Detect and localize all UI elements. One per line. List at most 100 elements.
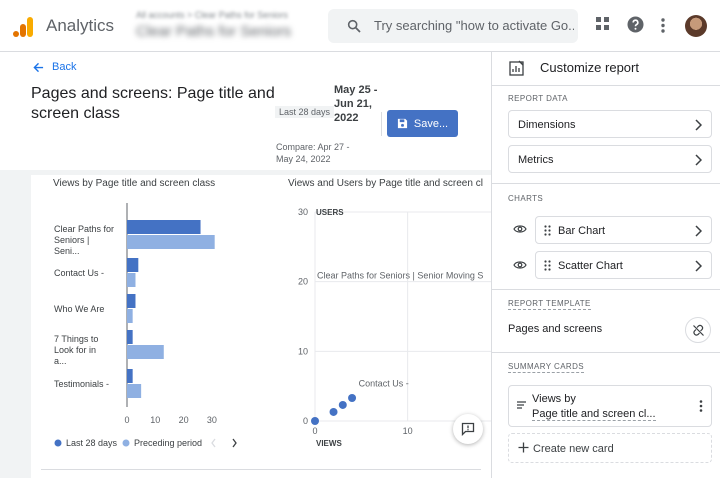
- point-annotation: Contact Us -: [359, 379, 409, 389]
- create-new-card-button[interactable]: Create new card: [508, 433, 712, 463]
- plus-icon: [518, 442, 529, 453]
- bar-category-label: 7 Things to Look for in a...: [54, 334, 98, 366]
- chart-item-bar-chart[interactable]: Bar Chart: [535, 216, 712, 244]
- bar: [127, 384, 142, 398]
- link-off-icon: [692, 324, 704, 336]
- chevron-right-icon: [232, 438, 237, 448]
- metrics-label: Metrics: [518, 154, 554, 166]
- legend-label: Last 28 days: [66, 438, 118, 448]
- eye-icon[interactable]: [513, 224, 527, 234]
- chevron-right-icon: [695, 119, 702, 131]
- bar-category-label-line: 7 Things to: [54, 334, 98, 344]
- compare-range: Compare: Apr 27 - May 24, 2022: [276, 142, 350, 164]
- charts-card: Views by Page title and screen class Vie…: [31, 175, 491, 478]
- more-vert-icon[interactable]: [699, 400, 703, 412]
- bar: [127, 294, 136, 308]
- arrow-back-icon: [33, 62, 44, 72]
- analytics-logo-icon[interactable]: [12, 16, 34, 38]
- search-input[interactable]: [374, 18, 574, 33]
- legend-label: Preceding period: [134, 438, 202, 448]
- panel-header: Customize report: [492, 52, 720, 86]
- summary-card[interactable]: Views by Page title and screen cl...: [508, 385, 712, 427]
- x-axis-label: VIEWS: [316, 439, 342, 448]
- save-button[interactable]: Save...: [387, 110, 458, 137]
- bar-category-label-line: Look for in: [54, 345, 96, 355]
- y-tick-label: 20: [298, 277, 308, 287]
- bar-category-label-line: Clear Paths for: [54, 224, 114, 234]
- dimensions-button[interactable]: Dimensions: [508, 110, 712, 138]
- account-breadcrumb: All accounts > Clear Paths for Seniors: [136, 10, 288, 20]
- date-range-chip[interactable]: Last 28 days: [275, 106, 335, 118]
- bar-category-label: Contact Us -: [54, 268, 104, 278]
- chart-item-label: Bar Chart: [558, 225, 606, 237]
- divider: [492, 183, 720, 184]
- x-tick-label: 0: [312, 426, 317, 436]
- bar-category-label-line: Contact Us -: [54, 268, 104, 278]
- chevron-right-icon: [695, 225, 702, 237]
- bar-chart: Clear Paths for Seniors | Seni... Contact U…: [54, 203, 237, 448]
- x-tick-label: 10: [150, 415, 160, 425]
- y-tick-label: 30: [298, 207, 308, 217]
- scatter-chart: 0 10 20 30 0 10 USERS VIEWS Clear Paths for Seni…: [298, 207, 491, 448]
- summary-card-line2: Page title and screen cl...: [532, 408, 656, 421]
- x-tick-label: 20: [179, 415, 189, 425]
- legend-swatch: [122, 439, 130, 447]
- bar-category-label-line: Testimonials -: [54, 379, 109, 389]
- bar-category-label-line: a...: [54, 356, 67, 366]
- bar: [127, 309, 133, 323]
- bar: [127, 235, 215, 249]
- bar: [127, 273, 136, 287]
- bar: [127, 369, 133, 383]
- search-bar[interactable]: [328, 9, 578, 43]
- metrics-button[interactable]: Metrics: [508, 145, 712, 173]
- save-icon: [397, 118, 407, 129]
- drag-handle-icon[interactable]: [544, 225, 551, 236]
- report-header: Back Pages and screens: Page title and s…: [0, 52, 491, 170]
- date-range[interactable]: May 25 - Jun 21, 2022: [334, 84, 378, 124]
- apps-grid-icon[interactable]: [596, 17, 610, 31]
- x-tick-label: 0: [124, 415, 129, 425]
- app-title: Analytics: [46, 16, 115, 35]
- scatter-point: [348, 394, 357, 403]
- save-label: Save...: [413, 117, 449, 130]
- x-tick-label: 10: [403, 426, 413, 436]
- drag-handle-icon[interactable]: [544, 260, 551, 271]
- search-icon: [347, 19, 361, 33]
- template-name: Pages and screens: [508, 323, 603, 335]
- scatter-point: [338, 400, 347, 409]
- y-tick-label: 10: [298, 346, 308, 356]
- more-vert-icon[interactable]: [661, 18, 665, 33]
- bar: [127, 220, 201, 234]
- bar: [127, 330, 133, 344]
- divider: [41, 469, 481, 470]
- customize-report-panel: Customize report REPORT DATA Dimensions …: [491, 52, 720, 478]
- scatter-chart-title: Views and Users by Page title and screen…: [288, 178, 483, 189]
- bar-category-label-line: Who We Are: [54, 304, 104, 314]
- scatter-point: [311, 417, 319, 425]
- back-link[interactable]: Back: [33, 61, 76, 73]
- avatar[interactable]: [685, 15, 707, 37]
- legend-swatch: [54, 439, 62, 447]
- page-title: Pages and screens: Page title and screen…: [31, 85, 275, 122]
- dimensions-label: Dimensions: [518, 119, 576, 131]
- bar-category-label: Who We Are: [54, 304, 104, 314]
- property-name: Clear Paths for Seniors: [136, 23, 292, 40]
- feedback-icon: [461, 422, 475, 436]
- help-icon[interactable]: [627, 16, 644, 33]
- report-main-area: Back Pages and screens: Page title and s…: [0, 52, 491, 478]
- chart-item-label: Scatter Chart: [558, 260, 623, 272]
- summary-card-line1: Views by: [532, 393, 576, 405]
- bar: [127, 345, 164, 359]
- point-annotation: Clear Paths for Seniors | Senior Moving …: [317, 271, 483, 281]
- account-selector[interactable]: All accounts > Clear Paths for Seniors C…: [136, 10, 291, 40]
- report-data-label: REPORT DATA: [508, 94, 568, 103]
- chevron-left-icon: [211, 438, 216, 448]
- chart-item-scatter-chart[interactable]: Scatter Chart: [535, 251, 712, 279]
- bar-category-label: Testimonials -: [54, 379, 109, 389]
- eye-icon[interactable]: [513, 260, 527, 270]
- bar-category-label-line: Seniors |: [54, 235, 89, 245]
- unlink-template-button[interactable]: [685, 317, 711, 343]
- feedback-button[interactable]: [453, 414, 483, 444]
- x-tick-label: 30: [207, 415, 217, 425]
- divider: [381, 112, 382, 136]
